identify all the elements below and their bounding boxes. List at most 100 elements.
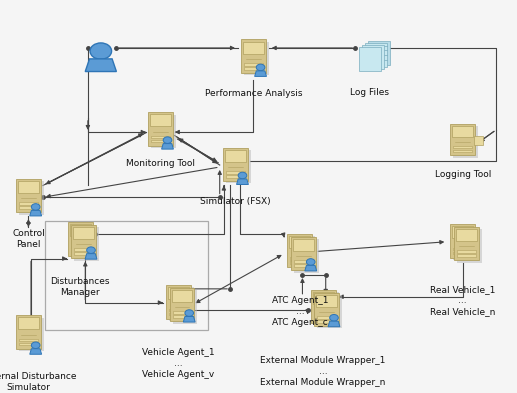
FancyBboxPatch shape <box>452 226 473 238</box>
FancyBboxPatch shape <box>74 252 93 255</box>
FancyBboxPatch shape <box>169 309 188 311</box>
FancyBboxPatch shape <box>317 320 336 323</box>
Circle shape <box>32 204 40 210</box>
FancyBboxPatch shape <box>457 229 482 263</box>
FancyBboxPatch shape <box>359 47 381 71</box>
FancyBboxPatch shape <box>173 311 191 314</box>
Polygon shape <box>30 349 41 354</box>
Text: External Module Wrapper_1
...
External Module Wrapper_n: External Module Wrapper_1 ... External M… <box>261 356 386 387</box>
FancyBboxPatch shape <box>317 316 336 319</box>
Text: Vehicle Agent_1
...
Vehicle Agent_v: Vehicle Agent_1 ... Vehicle Agent_v <box>142 348 215 379</box>
FancyBboxPatch shape <box>314 313 332 316</box>
FancyBboxPatch shape <box>151 115 176 148</box>
FancyBboxPatch shape <box>294 264 313 267</box>
FancyBboxPatch shape <box>18 318 39 329</box>
FancyBboxPatch shape <box>150 114 171 126</box>
Circle shape <box>330 314 338 321</box>
FancyBboxPatch shape <box>73 227 94 239</box>
FancyBboxPatch shape <box>19 182 44 215</box>
FancyBboxPatch shape <box>457 250 476 253</box>
FancyBboxPatch shape <box>291 237 316 270</box>
Circle shape <box>87 247 95 253</box>
FancyBboxPatch shape <box>16 179 41 212</box>
FancyBboxPatch shape <box>225 150 246 162</box>
Text: Performance Analysis: Performance Analysis <box>205 89 302 98</box>
Polygon shape <box>237 179 248 184</box>
FancyBboxPatch shape <box>453 146 472 148</box>
FancyBboxPatch shape <box>453 226 478 260</box>
FancyBboxPatch shape <box>313 292 333 304</box>
FancyBboxPatch shape <box>314 292 339 326</box>
Circle shape <box>163 137 172 143</box>
FancyBboxPatch shape <box>74 227 99 261</box>
Text: Real Vehicle_1
...
Real Vehicle_n: Real Vehicle_1 ... Real Vehicle_n <box>430 285 495 316</box>
Circle shape <box>32 342 40 349</box>
FancyBboxPatch shape <box>71 250 89 252</box>
FancyBboxPatch shape <box>223 147 248 181</box>
Text: Log Files: Log Files <box>350 88 389 97</box>
Text: ATC Agent_1
...
ATC Agent_c: ATC Agent_1 ... ATC Agent_c <box>271 296 328 327</box>
FancyBboxPatch shape <box>226 150 251 183</box>
FancyBboxPatch shape <box>368 41 390 65</box>
FancyBboxPatch shape <box>244 63 263 66</box>
FancyBboxPatch shape <box>290 236 310 248</box>
FancyBboxPatch shape <box>450 224 475 258</box>
FancyBboxPatch shape <box>291 236 315 270</box>
Polygon shape <box>305 265 316 271</box>
FancyBboxPatch shape <box>453 126 478 158</box>
FancyBboxPatch shape <box>244 42 269 75</box>
Polygon shape <box>85 59 116 72</box>
Polygon shape <box>30 210 41 216</box>
Circle shape <box>238 172 247 179</box>
FancyBboxPatch shape <box>453 150 472 152</box>
FancyBboxPatch shape <box>148 112 173 145</box>
Polygon shape <box>162 143 173 149</box>
FancyBboxPatch shape <box>291 257 309 260</box>
FancyBboxPatch shape <box>294 260 313 263</box>
FancyBboxPatch shape <box>316 295 337 307</box>
FancyBboxPatch shape <box>294 239 319 273</box>
Circle shape <box>256 64 265 71</box>
Circle shape <box>90 43 112 59</box>
FancyBboxPatch shape <box>291 261 309 264</box>
FancyBboxPatch shape <box>18 181 39 193</box>
Text: Control
Panel: Control Panel <box>12 229 45 249</box>
FancyBboxPatch shape <box>241 40 266 73</box>
FancyBboxPatch shape <box>226 175 245 178</box>
FancyBboxPatch shape <box>19 202 38 205</box>
FancyBboxPatch shape <box>456 229 477 241</box>
Polygon shape <box>328 321 340 327</box>
Text: Disturbances
Manager: Disturbances Manager <box>50 277 110 297</box>
Polygon shape <box>255 71 266 76</box>
FancyBboxPatch shape <box>453 248 472 250</box>
Text: External Disturbance
Simulator: External Disturbance Simulator <box>0 372 76 392</box>
FancyBboxPatch shape <box>452 126 473 137</box>
FancyBboxPatch shape <box>474 136 483 145</box>
FancyBboxPatch shape <box>243 42 264 53</box>
FancyBboxPatch shape <box>169 312 188 315</box>
FancyBboxPatch shape <box>168 287 189 299</box>
FancyBboxPatch shape <box>362 45 384 69</box>
FancyBboxPatch shape <box>172 290 192 302</box>
FancyBboxPatch shape <box>457 254 476 257</box>
FancyBboxPatch shape <box>314 317 332 320</box>
FancyBboxPatch shape <box>314 292 339 325</box>
Text: Simulator (FSX): Simulator (FSX) <box>200 197 270 206</box>
Circle shape <box>307 259 315 265</box>
FancyBboxPatch shape <box>71 225 96 259</box>
FancyBboxPatch shape <box>293 239 314 251</box>
FancyBboxPatch shape <box>169 287 194 321</box>
FancyBboxPatch shape <box>166 285 191 318</box>
FancyBboxPatch shape <box>68 222 93 255</box>
FancyBboxPatch shape <box>151 136 170 138</box>
FancyBboxPatch shape <box>450 124 475 155</box>
FancyBboxPatch shape <box>19 206 38 209</box>
FancyBboxPatch shape <box>19 343 38 345</box>
Circle shape <box>185 310 193 316</box>
FancyBboxPatch shape <box>151 140 170 142</box>
FancyBboxPatch shape <box>19 318 44 351</box>
FancyBboxPatch shape <box>244 67 263 70</box>
FancyBboxPatch shape <box>454 227 479 260</box>
FancyBboxPatch shape <box>317 295 342 329</box>
FancyBboxPatch shape <box>226 171 245 174</box>
